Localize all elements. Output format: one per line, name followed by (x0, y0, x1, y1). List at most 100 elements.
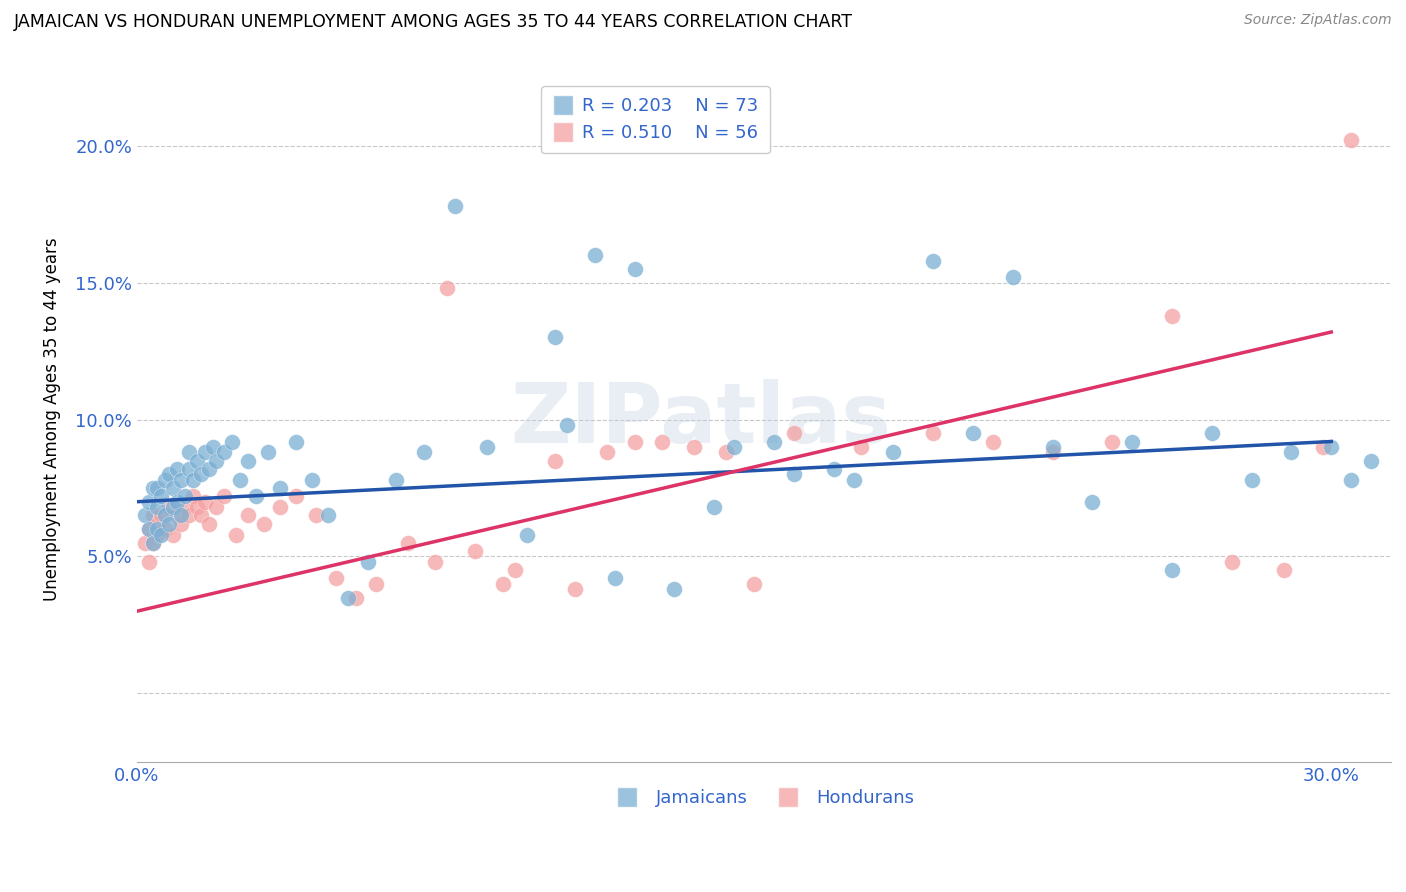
Point (595, 445, 617, 459)
Point (149, 489, 172, 503)
Point (623, 434, 645, 449)
Point (1312, 440, 1334, 454)
Point (186, 500, 208, 515)
Point (169, 508, 191, 523)
Point (1001, 270, 1024, 285)
Point (555, 418, 578, 433)
Point (173, 489, 195, 503)
Point (1081, 494, 1104, 508)
Point (269, 481, 291, 495)
Point (544, 330, 567, 344)
Point (703, 500, 725, 515)
Point (214, 445, 236, 459)
Text: JAMAICAN VS HONDURAN UNEMPLOYMENT AMONG AGES 35 TO 44 YEARS CORRELATION CHART: JAMAICAN VS HONDURAN UNEMPLOYMENT AMONG … (14, 13, 853, 31)
Point (197, 462, 219, 476)
Point (922, 426, 945, 441)
Point (146, 500, 169, 515)
Point (138, 555, 160, 569)
Point (412, 445, 434, 459)
Point (197, 516, 219, 531)
Point (238, 453, 260, 467)
Point (142, 536, 165, 550)
Point (245, 489, 267, 503)
Point (134, 536, 156, 550)
Point (316, 508, 339, 523)
Point (225, 527, 247, 541)
Point (1121, 434, 1143, 449)
Point (823, 462, 845, 476)
Point (169, 516, 191, 531)
Point (205, 500, 228, 515)
Point (1320, 440, 1343, 454)
Y-axis label: Unemployment Among Ages 35 to 44 years: Unemployment Among Ages 35 to 44 years (44, 238, 60, 601)
Point (193, 445, 215, 459)
Point (138, 522, 160, 536)
Point (153, 522, 176, 536)
Point (162, 527, 184, 541)
Point (149, 527, 172, 541)
Point (142, 536, 165, 550)
Point (882, 445, 904, 459)
Point (205, 453, 228, 467)
Point (1272, 563, 1295, 577)
Point (162, 500, 184, 515)
Point (492, 577, 515, 591)
Point (564, 582, 586, 597)
Point (301, 473, 323, 487)
Point (149, 508, 172, 523)
Point (157, 500, 180, 515)
Point (464, 544, 486, 558)
Point (1161, 563, 1184, 577)
Point (285, 434, 308, 449)
Point (851, 440, 873, 454)
Point (344, 591, 367, 605)
Point (436, 281, 458, 295)
Point (157, 467, 180, 482)
Point (146, 522, 169, 536)
Point (396, 536, 419, 550)
Point (723, 440, 745, 454)
Point (193, 494, 215, 508)
Point (364, 577, 387, 591)
Point (201, 440, 224, 454)
Point (444, 199, 467, 213)
Point (1220, 555, 1243, 569)
Point (257, 445, 280, 459)
Point (1360, 453, 1382, 467)
Point (166, 508, 188, 523)
Point (683, 440, 706, 454)
Point (762, 434, 785, 449)
Point (146, 516, 169, 531)
Point (603, 571, 626, 585)
Point (1042, 440, 1064, 454)
Legend: Jamaicans, Hondurans: Jamaicans, Hondurans (607, 782, 921, 814)
Point (1240, 473, 1263, 487)
Point (384, 473, 406, 487)
Point (1201, 426, 1223, 441)
Point (162, 481, 184, 495)
Point (177, 445, 200, 459)
Point (142, 481, 165, 495)
Point (169, 473, 191, 487)
Point (962, 426, 984, 441)
Point (153, 508, 176, 523)
Point (146, 527, 169, 541)
Point (981, 434, 1004, 449)
Point (166, 494, 188, 508)
Point (651, 434, 673, 449)
Point (783, 426, 806, 441)
Point (922, 253, 945, 268)
Point (138, 494, 160, 508)
Point (664, 582, 686, 597)
Point (357, 555, 380, 569)
Point (190, 508, 212, 523)
Point (1161, 309, 1184, 323)
Point (477, 440, 499, 454)
Point (325, 571, 347, 585)
Point (1340, 473, 1362, 487)
Point (1281, 445, 1303, 459)
Point (146, 481, 169, 495)
Point (336, 591, 359, 605)
Point (503, 563, 526, 577)
Point (177, 508, 200, 523)
